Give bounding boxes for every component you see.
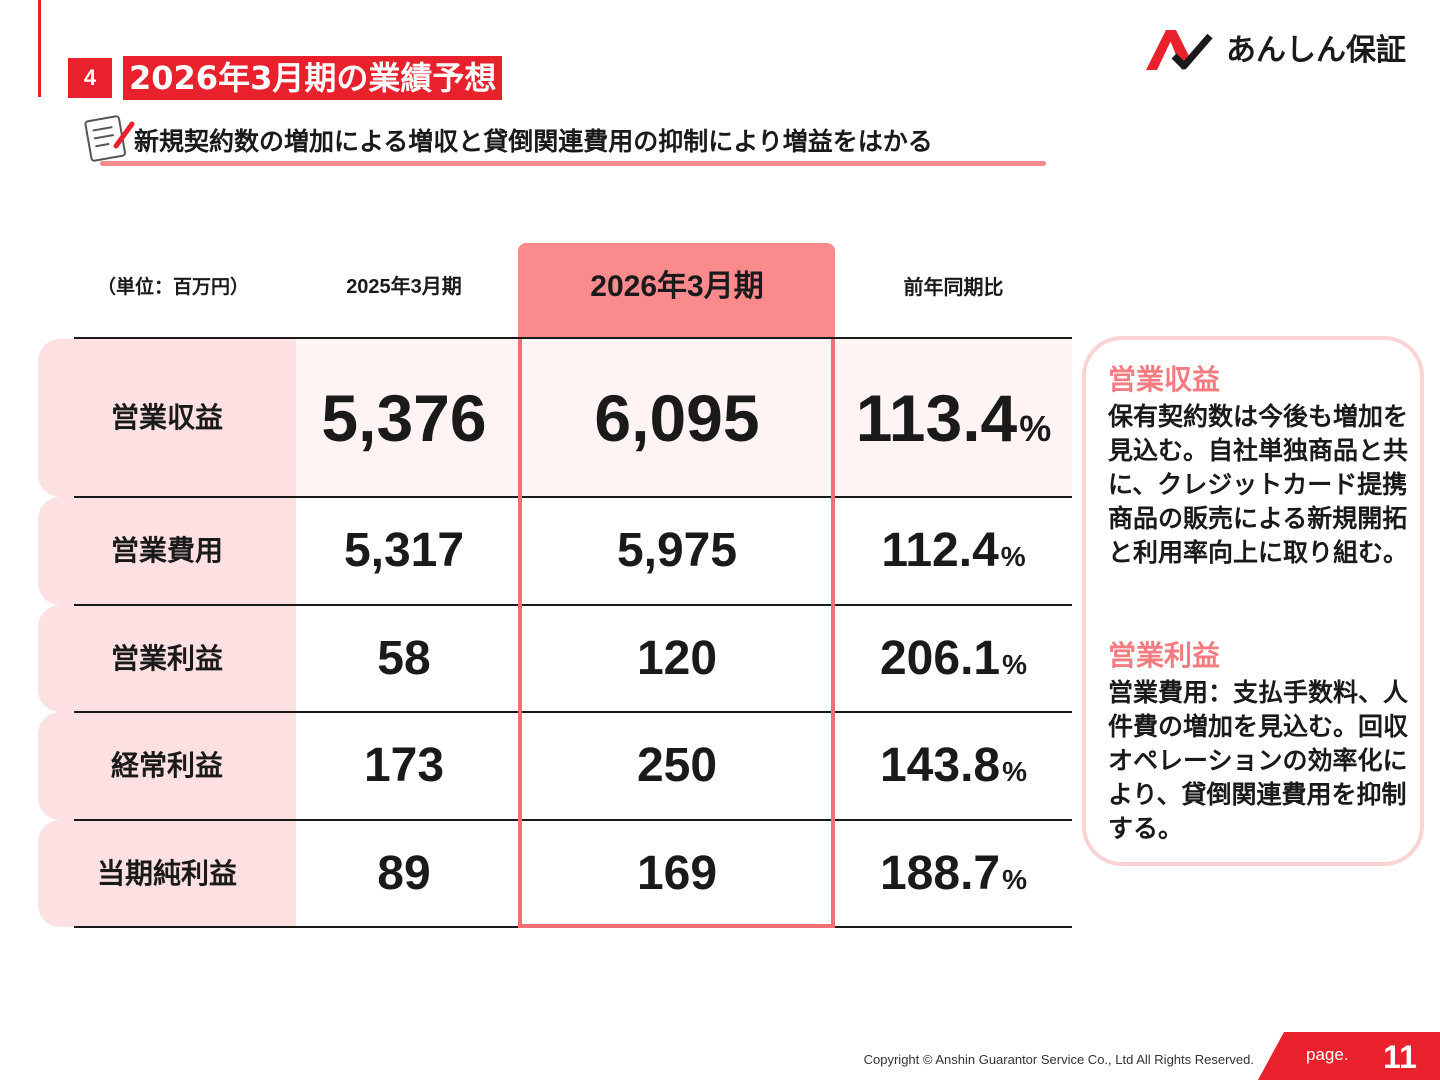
cell-yoy-ordinary-profit: 143.8% <box>836 712 1071 820</box>
table-rule <box>74 711 1072 713</box>
cell-yoy-net-income: 188.7% <box>836 820 1071 927</box>
note-heading-profit: 営業利益 <box>1108 639 1221 672</box>
cell-fy2025-net-income: 89 <box>377 847 431 900</box>
table-rule <box>74 337 1072 339</box>
page-title: 2026年3月期の業績予想 <box>123 56 503 100</box>
table-rule <box>74 819 1072 821</box>
column-header-yoy: 前年同期比 <box>903 275 1004 299</box>
logo-mark-icon <box>1146 30 1213 70</box>
percent-sign: % <box>1000 541 1026 572</box>
yoy-value: 112.4 <box>881 524 999 577</box>
row-label-operating-expenses: 営業費用 <box>38 497 296 605</box>
cell-yoy-operating-profit: 206.1% <box>836 605 1071 712</box>
percent-sign: % <box>1002 864 1028 895</box>
page-number-band <box>1258 1032 1440 1080</box>
page-number: 11 <box>1383 1039 1417 1075</box>
percent-sign: % <box>1002 756 1028 787</box>
section-number-badge: 4 <box>68 58 112 98</box>
cell-fy2026-operating-expenses: 5,975 <box>616 524 738 577</box>
page-label: page. <box>1306 1045 1349 1064</box>
yoy-value: 206.1 <box>879 632 1001 685</box>
table-rule <box>74 496 1072 498</box>
cell-fy2025-operating-expenses: 5,317 <box>343 524 465 577</box>
notes-box: 営業収益 保有契約数は今後も増加を見込む。自社単独商品と共に、クレジットカード提… <box>1082 336 1424 866</box>
logo-text: あんしん保証 <box>1226 33 1406 68</box>
highlight-column-border <box>518 339 835 928</box>
row-label-operating-profit: 営業利益 <box>38 605 296 712</box>
cell-fy2026-operating-revenue: 6,095 <box>594 381 760 455</box>
note-body-profit: 営業費用：支払手数料、人件費の増加を見込む。回収オペレーションの効率化により、貸… <box>1108 678 1409 843</box>
cell-fy2025-operating-revenue: 5,376 <box>321 381 487 455</box>
cell-yoy-operating-revenue: 113.4% <box>836 339 1071 497</box>
note-heading-revenue: 営業収益 <box>1108 363 1221 396</box>
copyright-text: Copyright © Anshin Guarantor Service Co.… <box>863 1052 1254 1067</box>
unit-label: （単位：百万円） <box>96 276 249 298</box>
note-body-revenue: 保有契約数は今後も増加を見込む。自社単独商品と共に、クレジットカード提携商品の販… <box>1108 402 1409 567</box>
row-label-ordinary-profit: 経常利益 <box>38 712 296 820</box>
company-logo: あんしん保証 <box>1146 30 1421 72</box>
column-header-fy2026: 2026年3月期 <box>590 270 764 303</box>
highlight-column-tab <box>518 243 835 341</box>
left-accent-rule <box>38 0 41 97</box>
yoy-value: 113.4 <box>855 381 1018 455</box>
cell-fy2026-operating-profit: 120 <box>636 632 718 685</box>
cell-fy2026-ordinary-profit: 250 <box>636 739 718 792</box>
column-header-fy2025: 2025年3月期 <box>346 276 462 298</box>
yoy-value: 143.8 <box>879 739 1001 792</box>
cell-yoy-operating-expenses: 112.4% <box>836 497 1071 605</box>
page-subtitle: 新規契約数の増加による増収と貸倒関連費用の抑制により増益をはかる <box>134 127 933 156</box>
percent-sign: % <box>1002 649 1028 680</box>
memo-icon <box>84 115 135 162</box>
percent-sign: % <box>1019 408 1052 449</box>
row-label-operating-revenue: 営業収益 <box>38 339 296 497</box>
row-label-net-income: 当期純利益 <box>38 820 296 927</box>
yoy-value: 188.7 <box>879 847 1001 900</box>
cell-fy2025-ordinary-profit: 173 <box>363 739 445 792</box>
table-rule <box>74 604 1072 606</box>
cell-fy2026-net-income: 169 <box>636 847 718 900</box>
cell-fy2025-operating-profit: 58 <box>377 632 431 685</box>
subtitle-underline <box>100 161 1046 166</box>
table-row-highlight-bg <box>296 339 1072 497</box>
